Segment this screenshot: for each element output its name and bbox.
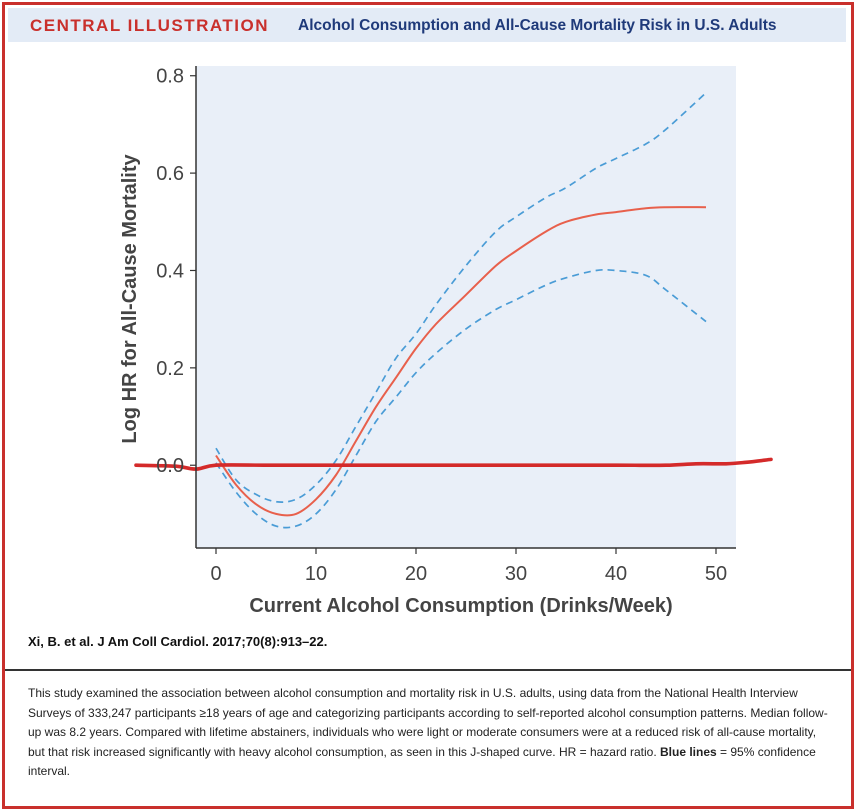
caption-tail: = 95% confidence interval. — [28, 744, 816, 779]
divider — [5, 669, 851, 671]
series-reference-line — [134, 457, 773, 471]
series-ci-upper-line — [215, 92, 707, 503]
header-bar: CENTRAL ILLUSTRATION Alcohol Consumption… — [8, 8, 846, 42]
y-tick-label: 0.2 — [156, 358, 184, 380]
x-tick-label: 50 — [705, 563, 727, 585]
header-label: CENTRAL ILLUSTRATION — [30, 16, 270, 35]
x-tick-label: 30 — [505, 563, 527, 585]
plot-area — [196, 66, 736, 548]
y-tick-label: 0.6 — [156, 163, 184, 185]
y-tick-label: 0.0 — [156, 455, 184, 477]
y-axis-title: Log HR for All-Cause Mortality — [119, 153, 141, 443]
x-tick-label: 20 — [405, 563, 427, 585]
series-estimate-line — [215, 206, 707, 517]
series-ci-lower-line — [215, 268, 707, 529]
caption-text: This study examined the association betw… — [28, 686, 828, 759]
x-tick-label: 10 — [305, 563, 327, 585]
citation: Xi, B. et al. J Am Coll Cardiol. 2017;70… — [28, 634, 328, 649]
x-tick-label: 40 — [605, 563, 627, 585]
caption: This study examined the association betw… — [28, 684, 828, 782]
header-title: Alcohol Consumption and All-Cause Mortal… — [298, 17, 777, 34]
caption-bold: Blue lines — [660, 744, 717, 759]
y-tick-label: 0.8 — [156, 66, 184, 88]
y-tick-label: 0.4 — [156, 260, 184, 282]
j-curve-chart: 0 10 20 30 40 50 0.0 0.2 0.4 0.6 0.8 Current Alcoh… — [119, 66, 773, 617]
x-tick-label: 0 — [210, 563, 221, 585]
x-axis-title: Current Alcohol Consumption (Drinks/Week… — [249, 595, 672, 617]
